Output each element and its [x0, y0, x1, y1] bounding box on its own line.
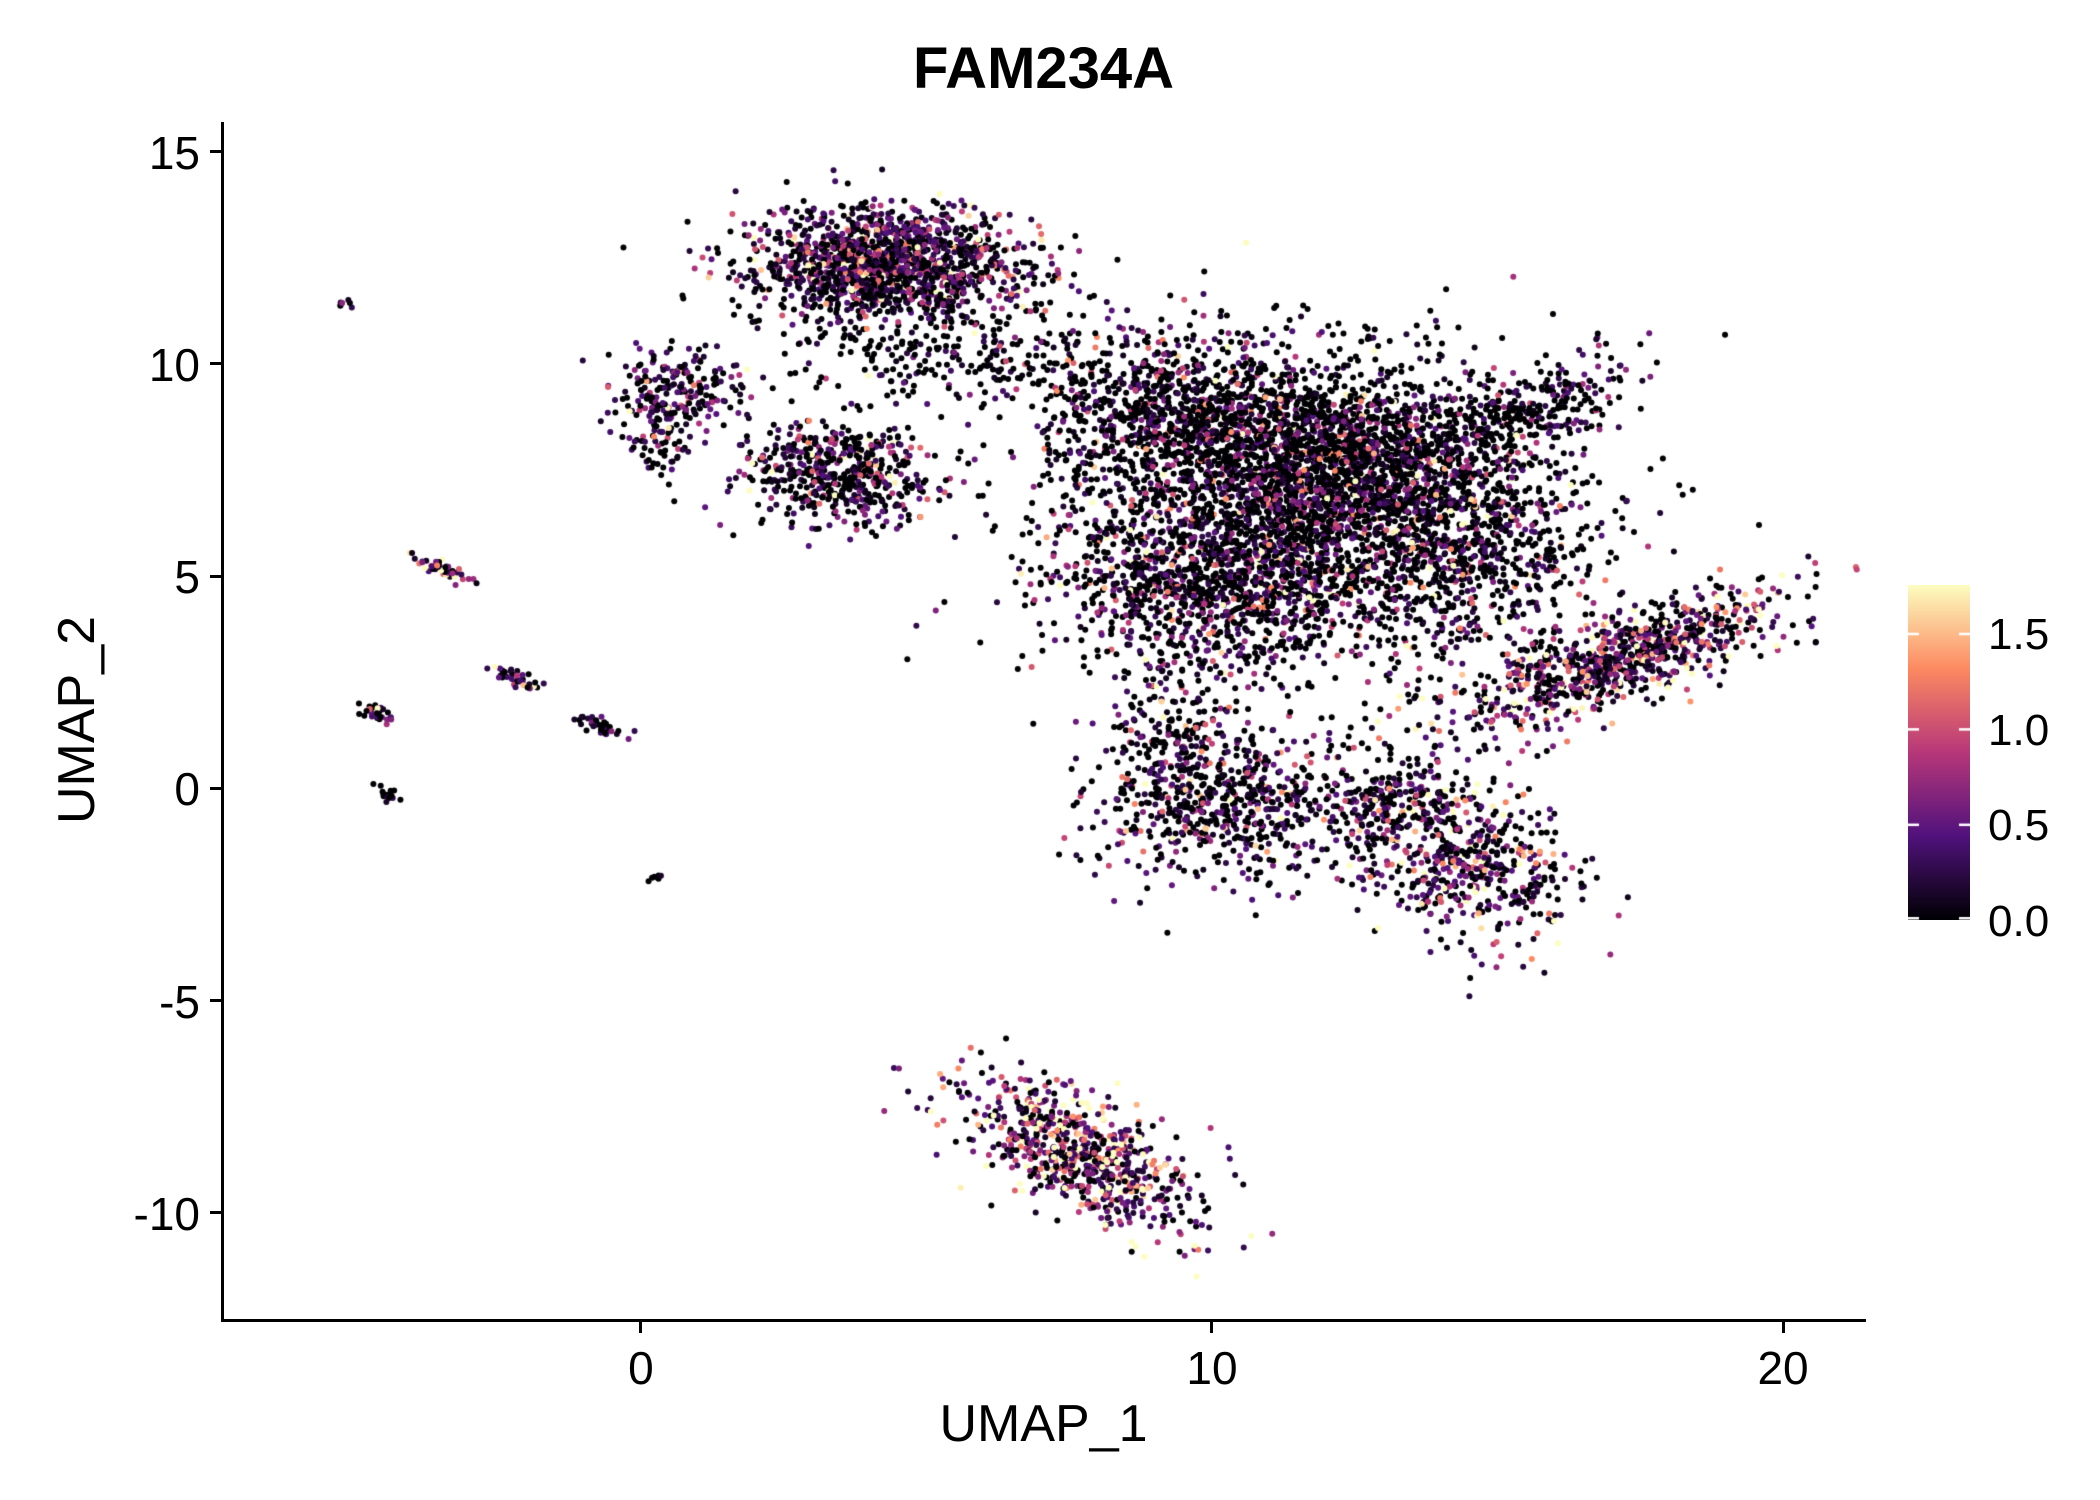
- x-axis-line: [221, 1319, 1866, 1322]
- plot-title: FAM234A: [912, 36, 1175, 101]
- x-tick-mark: [1781, 1319, 1785, 1333]
- y-tick-label: 5: [174, 551, 200, 604]
- x-axis-title: UMAP_1: [939, 1395, 1148, 1453]
- colorbar-tick-label: 0.5: [1988, 801, 2050, 851]
- y-axis-line: [221, 122, 224, 1322]
- y-tick-mark: [210, 999, 224, 1003]
- x-tick-label: 20: [1757, 1342, 1809, 1394]
- y-tick-label: 0: [174, 763, 200, 816]
- y-tick-label: -5: [159, 975, 200, 1028]
- x-tick-label: 0: [628, 1342, 654, 1394]
- y-tick-mark: [210, 1211, 224, 1215]
- colorbar-tick-label: 1.5: [1988, 609, 2050, 659]
- y-tick-label: 15: [148, 126, 200, 179]
- scatter-canvas: [224, 122, 1863, 1319]
- y-tick-mark: [210, 362, 224, 366]
- colorbar-tick-label: 0.0: [1988, 897, 2050, 946]
- x-tick-mark: [1210, 1319, 1214, 1333]
- y-tick-mark: [210, 574, 224, 578]
- y-tick-mark: [210, 786, 224, 790]
- x-tick-mark: [639, 1319, 643, 1333]
- colorbar-tick-label: 1.0: [1988, 705, 2050, 755]
- x-tick-label: 10: [1186, 1342, 1238, 1394]
- colorbar: [1908, 585, 1970, 920]
- y-tick-label: 10: [148, 338, 200, 391]
- y-tick-label: -10: [133, 1187, 200, 1240]
- y-tick-mark: [210, 150, 224, 154]
